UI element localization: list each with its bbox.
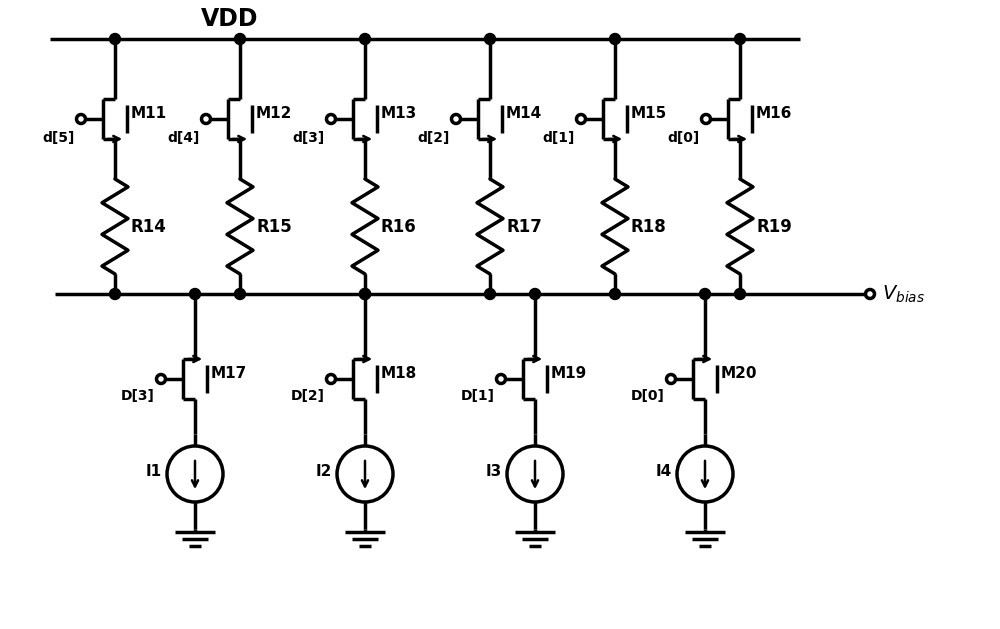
Text: d[3]: d[3] — [293, 131, 325, 145]
Circle shape — [110, 33, 120, 45]
Circle shape — [360, 289, 370, 299]
Text: M15: M15 — [631, 106, 667, 121]
Circle shape — [234, 289, 246, 299]
Circle shape — [484, 289, 496, 299]
Text: M18: M18 — [381, 367, 417, 382]
Text: d[2]: d[2] — [418, 131, 450, 145]
Text: M19: M19 — [551, 367, 587, 382]
Text: d[5]: d[5] — [43, 131, 75, 145]
Circle shape — [452, 114, 460, 123]
Text: M13: M13 — [381, 106, 417, 121]
Circle shape — [610, 289, 620, 299]
Text: M11: M11 — [131, 106, 167, 121]
Text: R18: R18 — [631, 218, 667, 235]
Text: d[0]: d[0] — [668, 131, 700, 145]
Text: R15: R15 — [256, 218, 292, 235]
Circle shape — [326, 374, 336, 384]
Text: D[3]: D[3] — [121, 389, 155, 403]
Text: M17: M17 — [211, 367, 247, 382]
Circle shape — [734, 33, 746, 45]
Text: VDD: VDD — [201, 7, 259, 31]
Circle shape — [734, 289, 746, 299]
Text: R14: R14 — [131, 218, 167, 235]
Circle shape — [530, 289, 540, 299]
Circle shape — [576, 114, 586, 123]
Text: R17: R17 — [506, 218, 542, 235]
Circle shape — [360, 289, 370, 299]
Text: R19: R19 — [756, 218, 792, 235]
Circle shape — [702, 114, 710, 123]
Circle shape — [76, 114, 86, 123]
Circle shape — [496, 374, 506, 384]
Text: d[4]: d[4] — [168, 131, 200, 145]
Text: I2: I2 — [316, 464, 332, 479]
Text: D[2]: D[2] — [291, 389, 325, 403]
Circle shape — [326, 114, 336, 123]
Circle shape — [866, 289, 874, 299]
Text: d[1]: d[1] — [543, 131, 575, 145]
Circle shape — [202, 114, 210, 123]
Circle shape — [666, 374, 676, 384]
Text: I4: I4 — [656, 464, 672, 479]
Circle shape — [110, 289, 120, 299]
Text: M20: M20 — [721, 367, 758, 382]
Text: D[0]: D[0] — [631, 389, 665, 403]
Circle shape — [700, 289, 710, 299]
Circle shape — [610, 33, 620, 45]
Text: M16: M16 — [756, 106, 792, 121]
Text: M14: M14 — [506, 106, 542, 121]
Circle shape — [190, 289, 200, 299]
Circle shape — [360, 33, 370, 45]
Circle shape — [156, 374, 166, 384]
Text: I1: I1 — [146, 464, 162, 479]
Text: D[1]: D[1] — [461, 389, 495, 403]
Text: I3: I3 — [486, 464, 502, 479]
Circle shape — [234, 33, 246, 45]
Text: R16: R16 — [381, 218, 417, 235]
Circle shape — [484, 33, 496, 45]
Text: M12: M12 — [256, 106, 292, 121]
Text: $V_{bias}$: $V_{bias}$ — [882, 283, 925, 304]
